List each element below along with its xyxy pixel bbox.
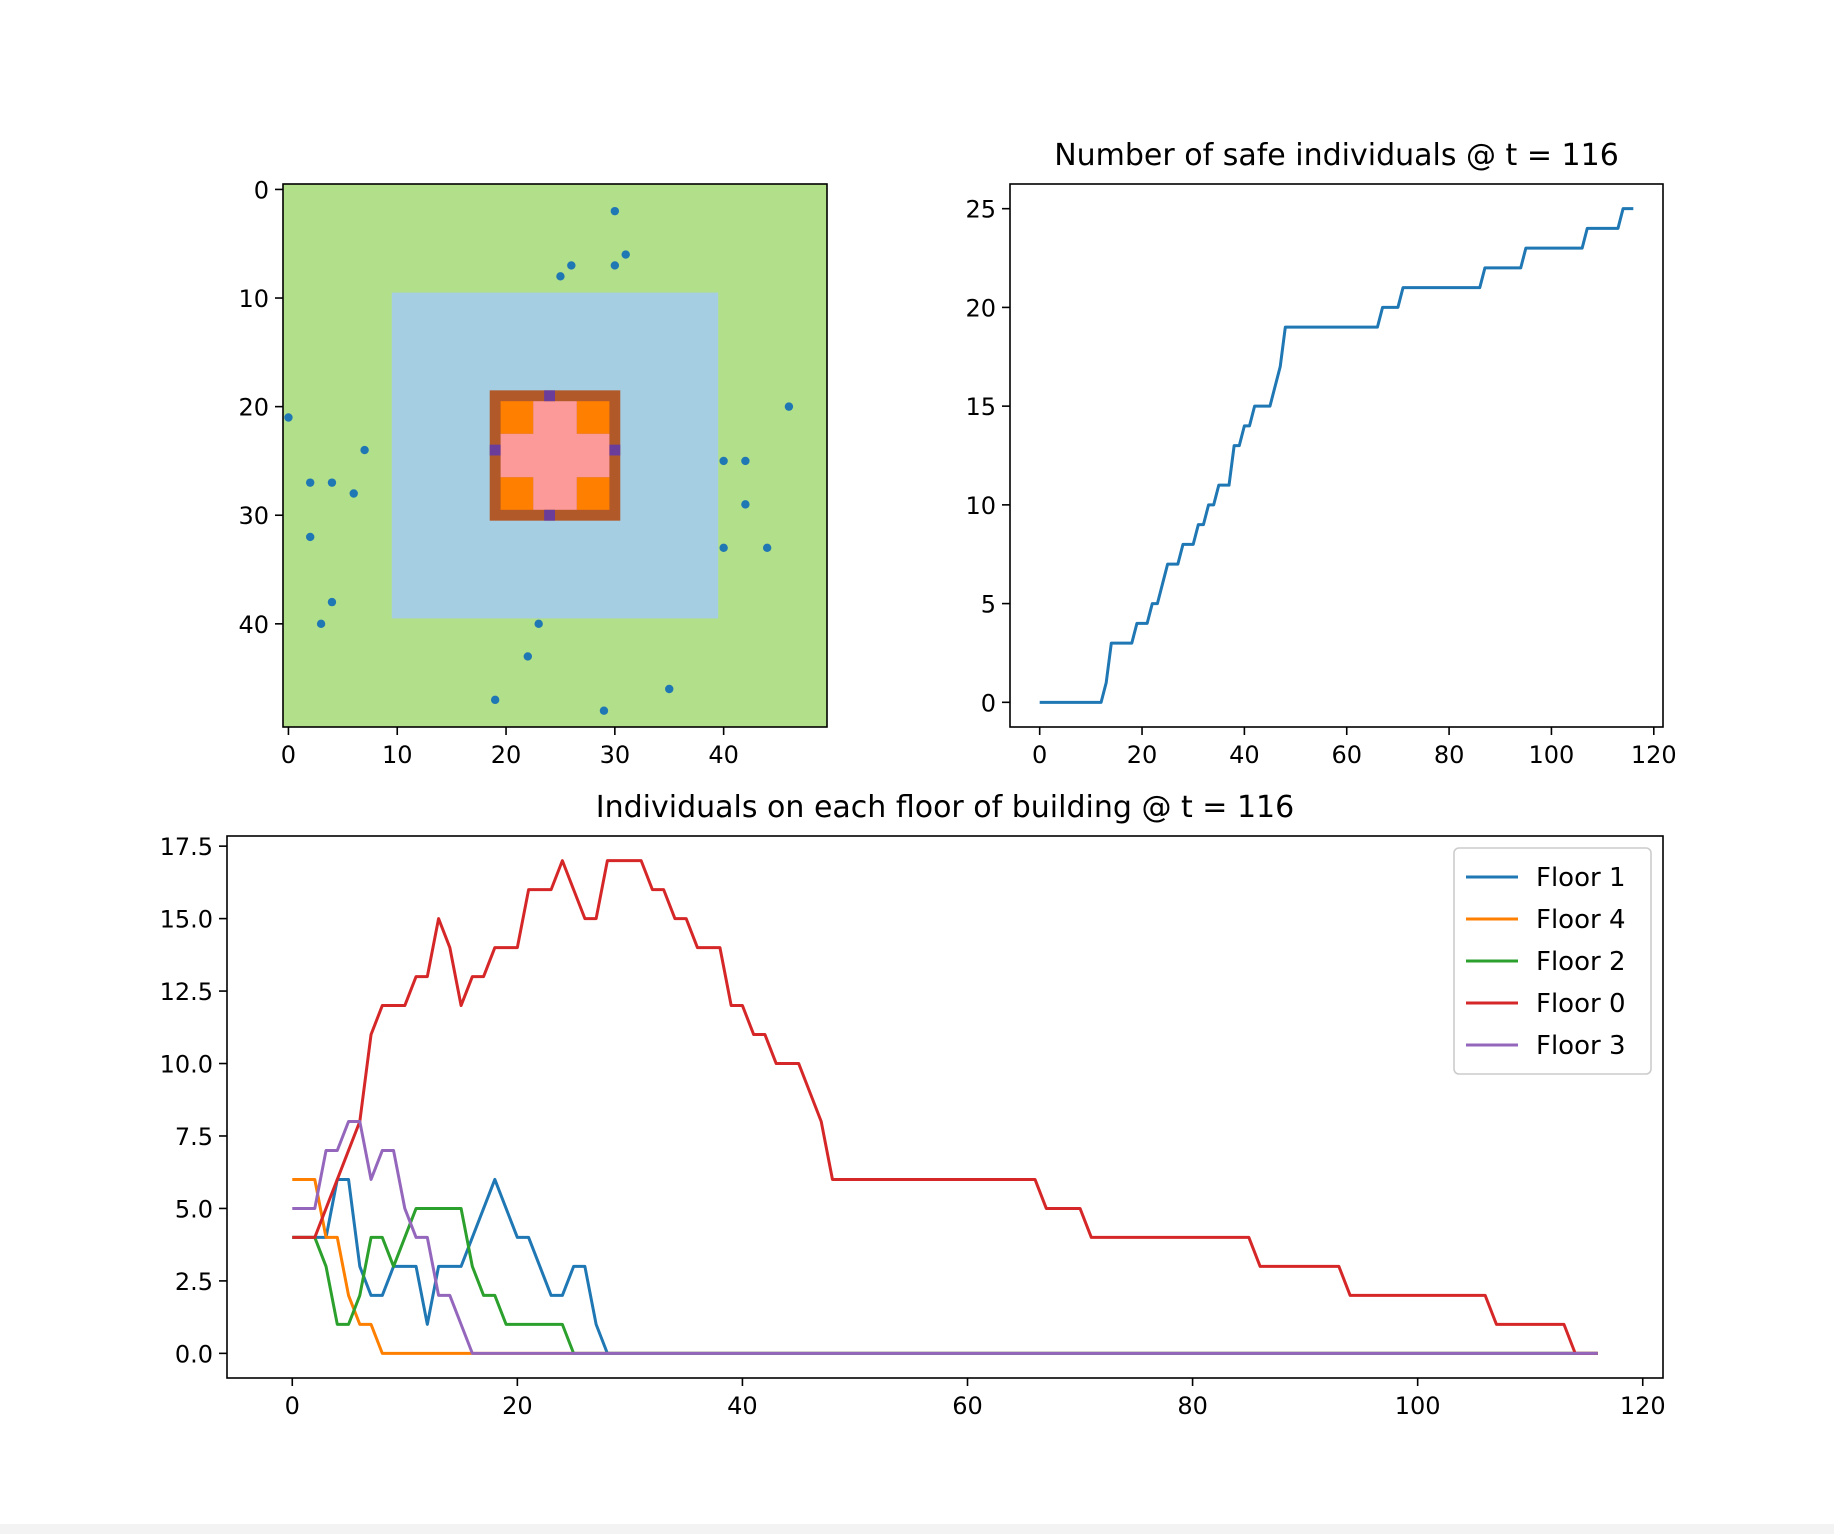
floor-x-tick-label: 20 [502,1392,533,1420]
map-y-tick-label: 10 [238,285,269,313]
legend-box [1453,847,1652,1075]
individual-point [762,543,772,553]
safe-individuals-chart: Number of safe individuals @ t = 116 0 20… [965,138,1676,769]
floor-legend: Floor 1 Floor 4 Floor 2 Floor 0 Floor 3 [1453,847,1652,1075]
map-x-tick-label: 30 [600,741,631,769]
map-building-corner [500,477,534,510]
floor-line-floor-0 [292,859,1598,1355]
map-x-tick-label: 10 [382,741,413,769]
map-building-interior [500,433,610,478]
floor-occupancy-chart: Individuals on each floor of building @ … [160,790,1666,1420]
safe-axes-frame [1009,183,1664,728]
safe-x-tick-label: 100 [1529,741,1575,769]
safe-chart-title: Number of safe individuals @ t = 116 [1054,138,1619,173]
floor-y-tick-label: 10.0 [160,1051,213,1079]
floor-chart-title: Individuals on each floor of building @ … [596,790,1294,825]
individual-point [610,261,620,270]
individual-point [284,413,293,422]
evacuation-map: 0 10 20 30 40 0 10 20 30 40 [238,176,828,769]
individual-point [360,445,369,455]
floor-y-tick-label: 12.5 [160,978,213,1006]
individual-point [349,489,358,498]
individual-point [665,684,674,694]
floor-line-floor-3 [292,1119,1598,1355]
safe-y-tick-label: 15 [965,393,996,421]
floor-y-tick-label: 0.0 [175,1340,213,1368]
individual-point [784,402,794,411]
safe-count-line [1039,207,1634,704]
individual-point [327,478,337,487]
map-building-corner [500,401,534,434]
map-x-tick-label: 20 [491,741,522,769]
floor-x-tick-label: 100 [1395,1392,1441,1420]
individual-point [490,695,500,705]
floor-line-floor-1 [292,1177,1598,1355]
individual-point [306,478,315,487]
map-x-tick-label: 0 [281,741,296,769]
floor-y-tick-label: 5.0 [175,1195,213,1223]
safe-y-tick-label: 10 [965,492,996,520]
legend-label: Floor 2 [1536,947,1626,977]
individual-point [316,619,326,629]
individual-point [741,456,750,466]
floor-axes-frame [226,835,1664,1379]
map-building-corner [576,477,610,510]
floor-line-floor-4 [292,1177,1598,1355]
floor-x-tick-label: 0 [285,1392,300,1420]
individual-point [556,272,565,281]
legend-label: Floor 1 [1536,863,1626,893]
legend-label: Floor 3 [1536,1031,1626,1061]
map-x-tick-label: 40 [708,741,739,769]
safe-x-tick-label: 20 [1127,741,1158,769]
floor-y-tick-label: 17.5 [160,833,213,861]
individual-point [306,532,315,542]
floor-x-tick-label: 60 [952,1392,983,1420]
floor-x-tick-label: 80 [1177,1392,1208,1420]
safe-y-tick-label: 25 [965,196,996,224]
map-exit [609,444,621,456]
floor-x-tick-label: 40 [727,1392,758,1420]
map-building-corner [576,401,610,434]
individual-point [719,456,728,466]
individual-point [719,543,728,553]
map-y-tick-label: 30 [238,502,269,530]
floor-y-tick-label: 2.5 [175,1268,213,1296]
safe-x-tick-label: 40 [1229,741,1260,769]
map-exit [489,444,501,456]
individual-point [621,250,630,259]
map-exit [544,390,555,402]
bottom-strip [0,1524,1834,1534]
map-exit [544,509,555,521]
floor-x-tick-label: 120 [1620,1392,1666,1420]
individual-point [599,706,609,715]
individual-point [534,619,543,629]
floor-line-floor-2 [292,1206,1598,1355]
map-axes-frame [282,183,828,728]
safe-x-tick-label: 60 [1331,741,1362,769]
floor-y-tick-label: 15.0 [160,906,213,934]
individual-point [567,261,576,270]
map-y-tick-label: 0 [254,176,269,204]
safe-x-tick-label: 80 [1434,741,1465,769]
map-y-tick-label: 40 [238,611,269,639]
individual-point [327,597,337,607]
individual-point [523,652,532,661]
individual-point [610,206,620,216]
safe-y-tick-label: 20 [965,294,996,322]
legend-label: Floor 4 [1536,905,1626,935]
floor-y-tick-label: 7.5 [175,1123,213,1151]
safe-y-tick-label: 0 [981,689,996,717]
individual-point [741,500,750,509]
legend-label: Floor 0 [1536,989,1626,1019]
safe-x-tick-label: 120 [1631,741,1677,769]
safe-x-tick-label: 0 [1032,741,1047,769]
map-y-tick-label: 20 [238,394,269,422]
safe-y-tick-label: 5 [981,591,996,619]
